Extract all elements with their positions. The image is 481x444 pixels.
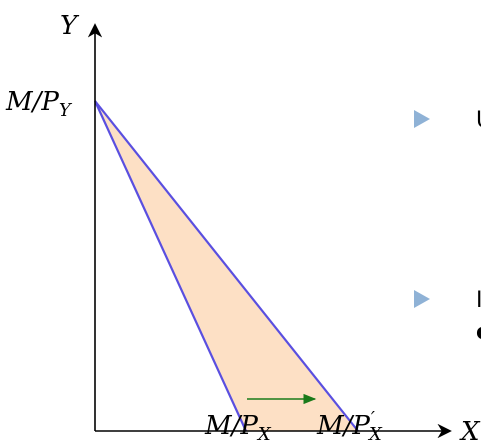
bullet-text: I (476, 288, 481, 313)
x-intercept-label-new: M/P′ X (316, 408, 383, 444)
bullet-continuation-text: c (476, 320, 481, 345)
triangle-right-icon (414, 110, 430, 128)
x-axis-label: X (459, 417, 481, 444)
x-intercept-label-original: M/PX (204, 411, 272, 444)
triangle-right-icon (414, 290, 430, 308)
bullet-text: U (476, 108, 481, 133)
budget-line-new (94, 100, 359, 432)
y-axis-label: Y (60, 11, 80, 41)
budget-line-original (93, 100, 248, 432)
y-intercept-label: M/PY (5, 87, 73, 121)
